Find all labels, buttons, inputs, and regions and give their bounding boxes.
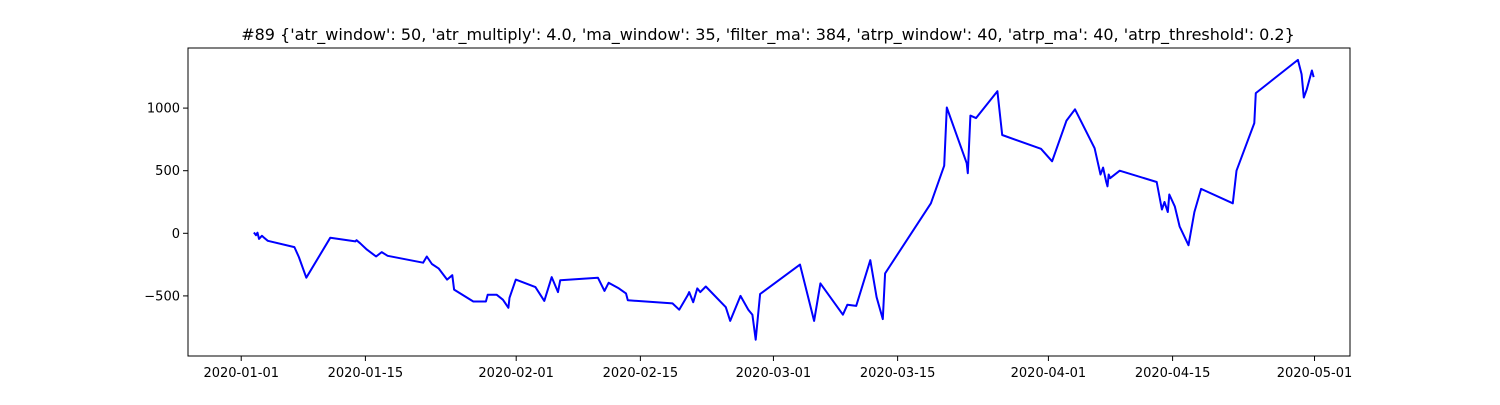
x-axis: 2020-01-01 2020-01-15 2020-02-01 2020-02-15…: [203, 356, 1352, 381]
plot-frame: [187, 47, 1351, 357]
x-tick-label: 2020-01-15: [328, 366, 404, 381]
x-tick-label: 2020-02-01: [478, 366, 554, 381]
x-tick-label: 2020-04-01: [1011, 366, 1087, 381]
chart-title: #89 {'atr_window': 50, 'atr_multiply': 4…: [241, 25, 1295, 45]
x-tick-label: 2020-04-15: [1135, 366, 1211, 381]
y-tick-label: −500: [144, 289, 180, 304]
series-line: [253, 58, 1315, 341]
y-tick-label: 500: [155, 164, 180, 179]
x-tick-label: 2020-02-15: [603, 366, 679, 381]
y-axis: −500 0 500 1000: [144, 102, 188, 304]
x-tick-label: 2020-03-01: [736, 366, 812, 381]
x-tick-label: 2020-05-01: [1277, 366, 1353, 381]
x-tick-label: 2020-01-01: [203, 366, 279, 381]
y-tick-label: 0: [172, 227, 180, 242]
series-layer: [253, 58, 1315, 341]
y-tick-label: 1000: [147, 102, 180, 117]
x-tick-label: 2020-03-15: [860, 366, 936, 381]
